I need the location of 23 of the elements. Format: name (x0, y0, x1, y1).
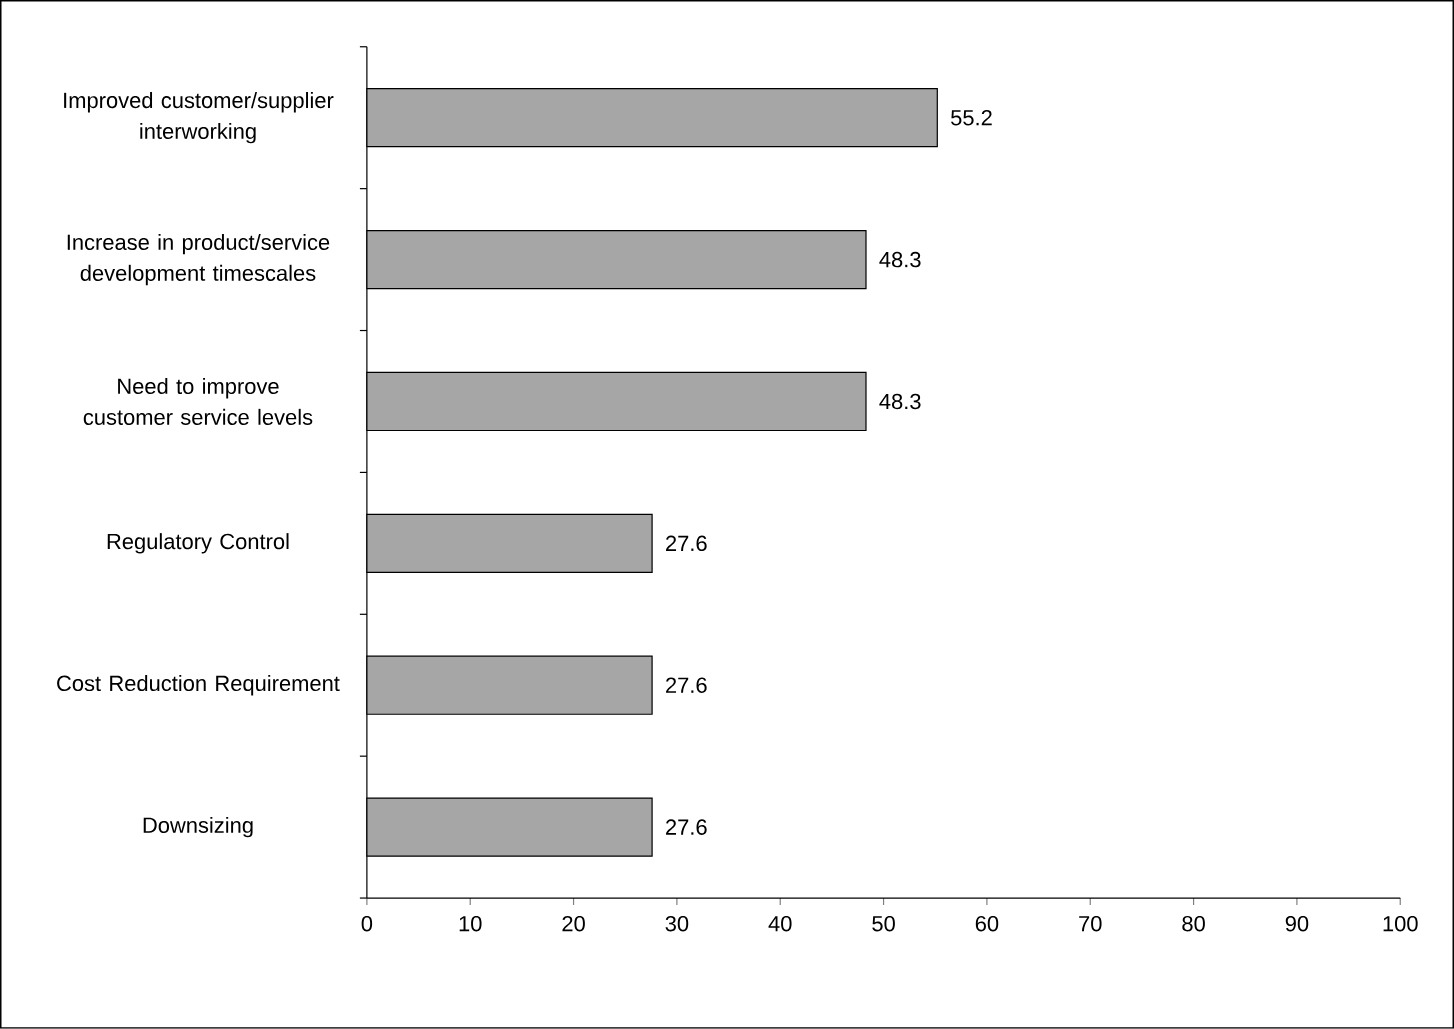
data-label: 27.6 (666, 677, 707, 694)
x-tick-label: 80 (1182, 915, 1205, 932)
x-tick-label: 50 (872, 915, 895, 932)
data-label: 55.2 (951, 110, 992, 126)
y-tick-label: Increase in product/service development timescales (67, 233, 330, 286)
y-tick-label: Downsizing (143, 816, 253, 838)
x-tick-label: 20 (562, 915, 585, 932)
y-tick-label: Cost Reduction Requirement (57, 675, 340, 696)
x-tick-label: 10 (459, 915, 482, 932)
x-tick-label: 70 (1079, 915, 1102, 932)
y-tick-label: Improved customer/supplier interworking (64, 92, 334, 144)
data-label: 48.3 (879, 393, 921, 410)
x-tick-label: 90 (1285, 915, 1309, 932)
x-tick-label: 40 (768, 915, 792, 932)
y-tick-label: Regulatory Control (107, 533, 289, 554)
x-tick-label: 30 (665, 915, 689, 932)
x-tick-label: 0 (361, 915, 373, 932)
x-tick-label: 60 (975, 915, 999, 932)
y-tick-label: Need to improve customer service levels (83, 378, 313, 426)
data-label: 27.6 (666, 535, 707, 552)
x-tick-label: 100 (1383, 915, 1418, 932)
data-label: 27.6 (666, 819, 707, 835)
data-label: 48.3 (879, 251, 921, 268)
